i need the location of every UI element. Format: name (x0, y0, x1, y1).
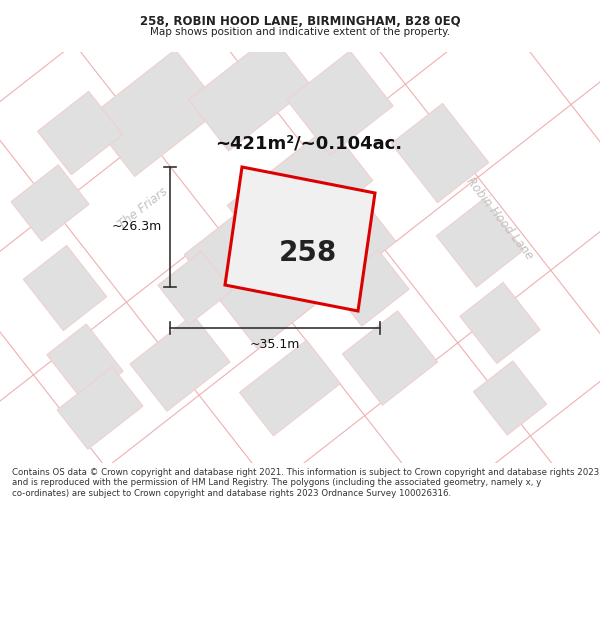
Polygon shape (239, 340, 340, 436)
Polygon shape (460, 282, 540, 364)
Polygon shape (391, 104, 488, 202)
Polygon shape (188, 35, 311, 151)
Polygon shape (331, 250, 409, 326)
Polygon shape (184, 147, 396, 349)
Polygon shape (57, 367, 143, 449)
Polygon shape (225, 167, 375, 311)
Polygon shape (473, 361, 547, 435)
Polygon shape (130, 315, 230, 411)
Text: Map shows position and indicative extent of the property.: Map shows position and indicative extent… (150, 28, 450, 38)
Polygon shape (11, 165, 89, 241)
Polygon shape (287, 51, 393, 155)
Text: Contains OS data © Crown copyright and database right 2021. This information is : Contains OS data © Crown copyright and d… (12, 468, 599, 498)
Polygon shape (89, 49, 221, 176)
Text: ~26.3m: ~26.3m (112, 221, 162, 234)
Text: 258: 258 (279, 239, 337, 267)
Text: ~35.1m: ~35.1m (250, 338, 300, 351)
Text: 258, ROBIN HOOD LANE, BIRMINGHAM, B28 0EQ: 258, ROBIN HOOD LANE, BIRMINGHAM, B28 0E… (140, 14, 460, 28)
Polygon shape (37, 91, 122, 174)
Polygon shape (343, 311, 437, 405)
Text: Robin Hood Lane: Robin Hood Lane (464, 174, 536, 262)
Polygon shape (158, 251, 232, 324)
Text: ~421m²/~0.104ac.: ~421m²/~0.104ac. (215, 134, 402, 152)
Text: The Friars: The Friars (116, 185, 170, 231)
Polygon shape (23, 246, 107, 331)
Polygon shape (436, 199, 524, 287)
Polygon shape (227, 126, 373, 261)
Polygon shape (47, 324, 123, 402)
